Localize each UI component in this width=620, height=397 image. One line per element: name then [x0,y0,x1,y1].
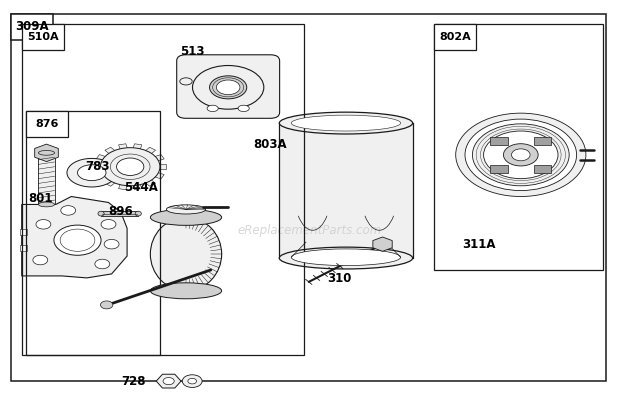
Text: 311A: 311A [463,239,496,251]
Circle shape [503,144,538,166]
Ellipse shape [210,76,247,99]
Polygon shape [105,147,116,154]
Ellipse shape [291,115,401,131]
Bar [101,211,138,216]
Polygon shape [105,179,116,186]
Ellipse shape [216,80,240,94]
Bar [26,111,68,137]
Polygon shape [153,172,164,179]
Polygon shape [118,183,128,190]
Text: 876: 876 [35,119,59,129]
Bar [490,137,508,145]
Circle shape [456,113,586,197]
Text: 510A: 510A [27,32,59,42]
Polygon shape [96,172,107,179]
Circle shape [484,131,558,179]
Polygon shape [22,197,127,278]
Bar [534,165,551,173]
Polygon shape [94,164,103,169]
Circle shape [512,149,530,161]
Ellipse shape [192,66,264,109]
Circle shape [104,239,119,249]
Ellipse shape [67,158,117,187]
Circle shape [163,378,174,385]
Bar [434,24,476,50]
Circle shape [117,158,144,175]
Text: 513: 513 [180,45,205,58]
Circle shape [182,375,202,387]
Ellipse shape [38,202,55,207]
Circle shape [54,225,101,255]
Bar [20,229,27,235]
Circle shape [101,220,116,229]
Ellipse shape [280,247,413,269]
Ellipse shape [150,283,222,299]
Polygon shape [157,164,166,169]
Circle shape [100,301,113,309]
Text: 896: 896 [108,205,133,218]
Ellipse shape [166,205,206,214]
Ellipse shape [150,218,222,291]
Ellipse shape [291,249,401,266]
Circle shape [95,259,110,269]
Ellipse shape [280,112,413,134]
Circle shape [472,124,569,186]
Circle shape [61,206,76,215]
Ellipse shape [38,150,55,155]
Text: 801: 801 [28,192,53,205]
Polygon shape [144,147,156,154]
Ellipse shape [207,105,218,112]
Polygon shape [144,179,156,186]
Ellipse shape [98,211,104,216]
Polygon shape [133,144,142,150]
Circle shape [465,119,577,191]
Polygon shape [153,154,164,161]
Text: 310: 310 [327,272,352,285]
Polygon shape [96,154,107,161]
Bar [11,14,53,40]
Text: eReplacementParts.com: eReplacementParts.com [238,224,382,237]
Text: 783: 783 [86,160,110,173]
Bar [434,24,603,270]
Circle shape [36,220,51,229]
Bar [490,165,508,173]
Bar [22,24,304,355]
Polygon shape [133,183,142,190]
Text: 544A: 544A [125,181,158,194]
Ellipse shape [180,78,192,85]
Ellipse shape [238,105,249,112]
Bar [534,137,551,145]
FancyBboxPatch shape [177,55,280,118]
Bar [20,245,27,251]
Bar [22,24,64,50]
Ellipse shape [135,211,141,216]
Text: 309A: 309A [16,20,49,33]
Bar [26,111,160,355]
Text: 803A: 803A [253,139,286,151]
Circle shape [33,255,48,265]
Circle shape [100,148,160,186]
Text: 802A: 802A [439,32,471,42]
Polygon shape [118,144,128,150]
Ellipse shape [150,209,222,225]
Bar [38,153,55,204]
Bar [280,123,413,258]
Text: 728: 728 [121,375,146,387]
Ellipse shape [78,165,106,181]
Circle shape [188,378,197,384]
